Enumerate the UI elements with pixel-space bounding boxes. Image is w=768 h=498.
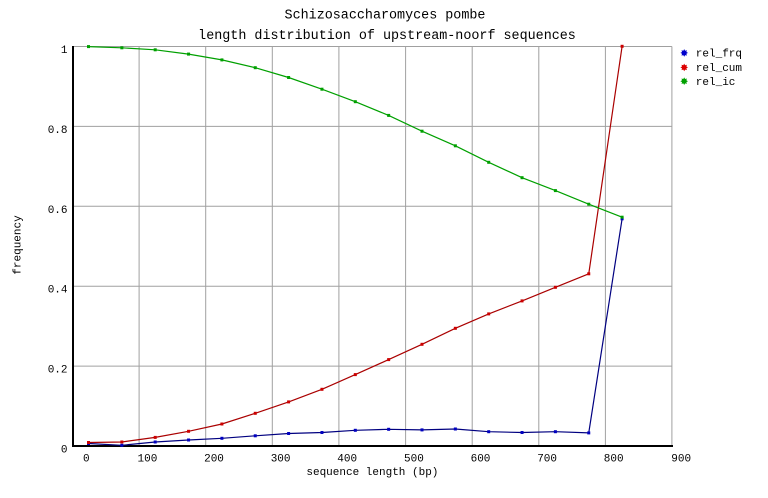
- svg-text:700: 700: [537, 454, 557, 466]
- svg-text:Schizosaccharomyces pombe: Schizosaccharomyces pombe: [285, 9, 486, 24]
- svg-text:300: 300: [271, 454, 291, 466]
- svg-text:sequence length (bp): sequence length (bp): [306, 467, 438, 479]
- svg-text:0.4: 0.4: [48, 285, 68, 297]
- svg-text:0.2: 0.2: [48, 365, 68, 377]
- svg-text:0: 0: [61, 445, 68, 457]
- svg-text:0.6: 0.6: [48, 205, 68, 217]
- svg-text:rel_ic: rel_ic: [696, 77, 736, 89]
- svg-text:rel_frq: rel_frq: [696, 49, 742, 61]
- svg-text:frequency: frequency: [13, 215, 25, 275]
- svg-text:rel_cum: rel_cum: [696, 63, 743, 75]
- svg-text:200: 200: [204, 454, 224, 466]
- svg-text:800: 800: [604, 454, 624, 466]
- svg-text:100: 100: [138, 454, 158, 466]
- svg-text:600: 600: [471, 454, 491, 466]
- svg-text:400: 400: [337, 454, 357, 466]
- svg-text:1: 1: [61, 45, 68, 57]
- svg-text:0.8: 0.8: [48, 125, 68, 137]
- svg-text:0: 0: [83, 454, 90, 466]
- svg-text:500: 500: [404, 454, 424, 466]
- svg-text:900: 900: [671, 454, 691, 466]
- svg-text:length distribution of upstrea: length distribution of upstream-noorf se…: [198, 29, 576, 44]
